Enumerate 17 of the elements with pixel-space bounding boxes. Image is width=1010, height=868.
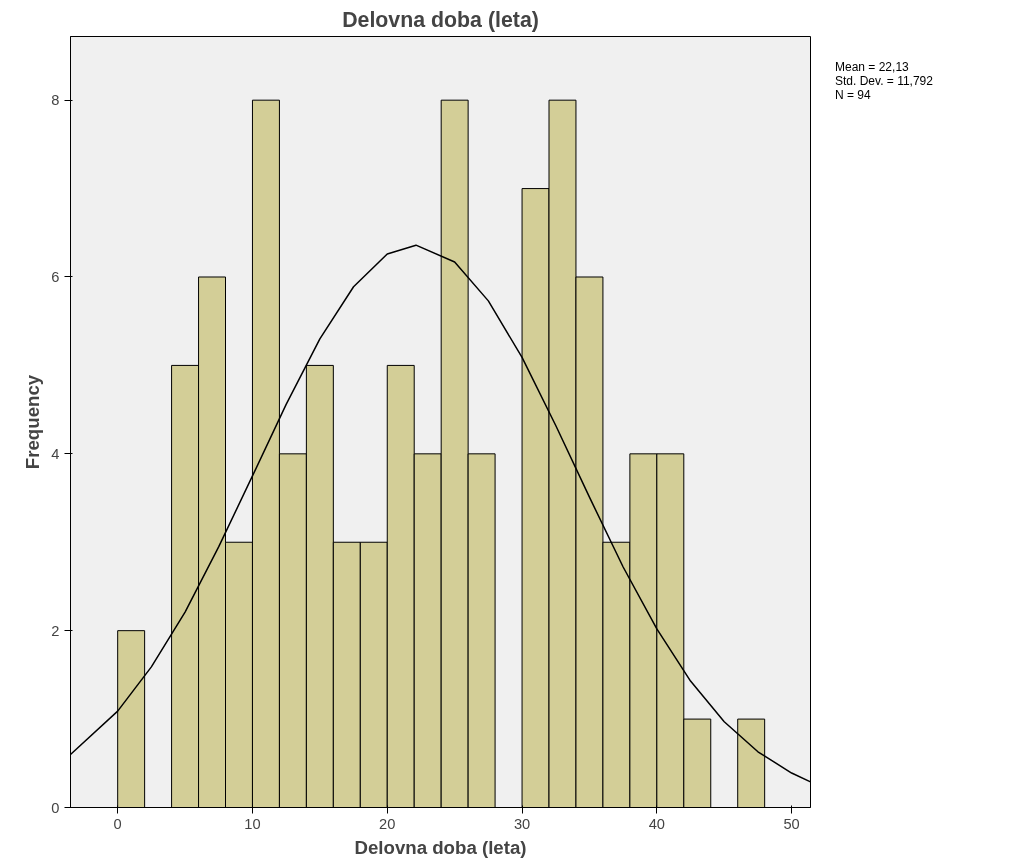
y-tick-label: 8: [51, 92, 60, 109]
y-tick-label: 4: [51, 445, 60, 462]
y-tick-label: 6: [51, 269, 60, 285]
x-tick-label: 50: [783, 815, 800, 832]
chart-title: Delovna doba (leta): [342, 7, 539, 32]
y-tick-label: 0: [51, 799, 60, 816]
text: Mean = 22,13: [835, 60, 909, 74]
x-tick-label: 0: [113, 815, 122, 832]
y-axis-title: Frequency: [22, 374, 44, 470]
text: N = 94: [835, 88, 871, 102]
text: Std. Dev. = 11,792: [835, 74, 933, 88]
y-tick-label: 2: [51, 622, 60, 639]
x-tick-label: 20: [379, 815, 396, 832]
x-tick-label: 10: [244, 815, 261, 832]
x-tick-label: 40: [648, 815, 665, 832]
x-axis-title: Delovna doba (leta): [354, 836, 527, 858]
x-tick-label: 30: [513, 815, 531, 832]
